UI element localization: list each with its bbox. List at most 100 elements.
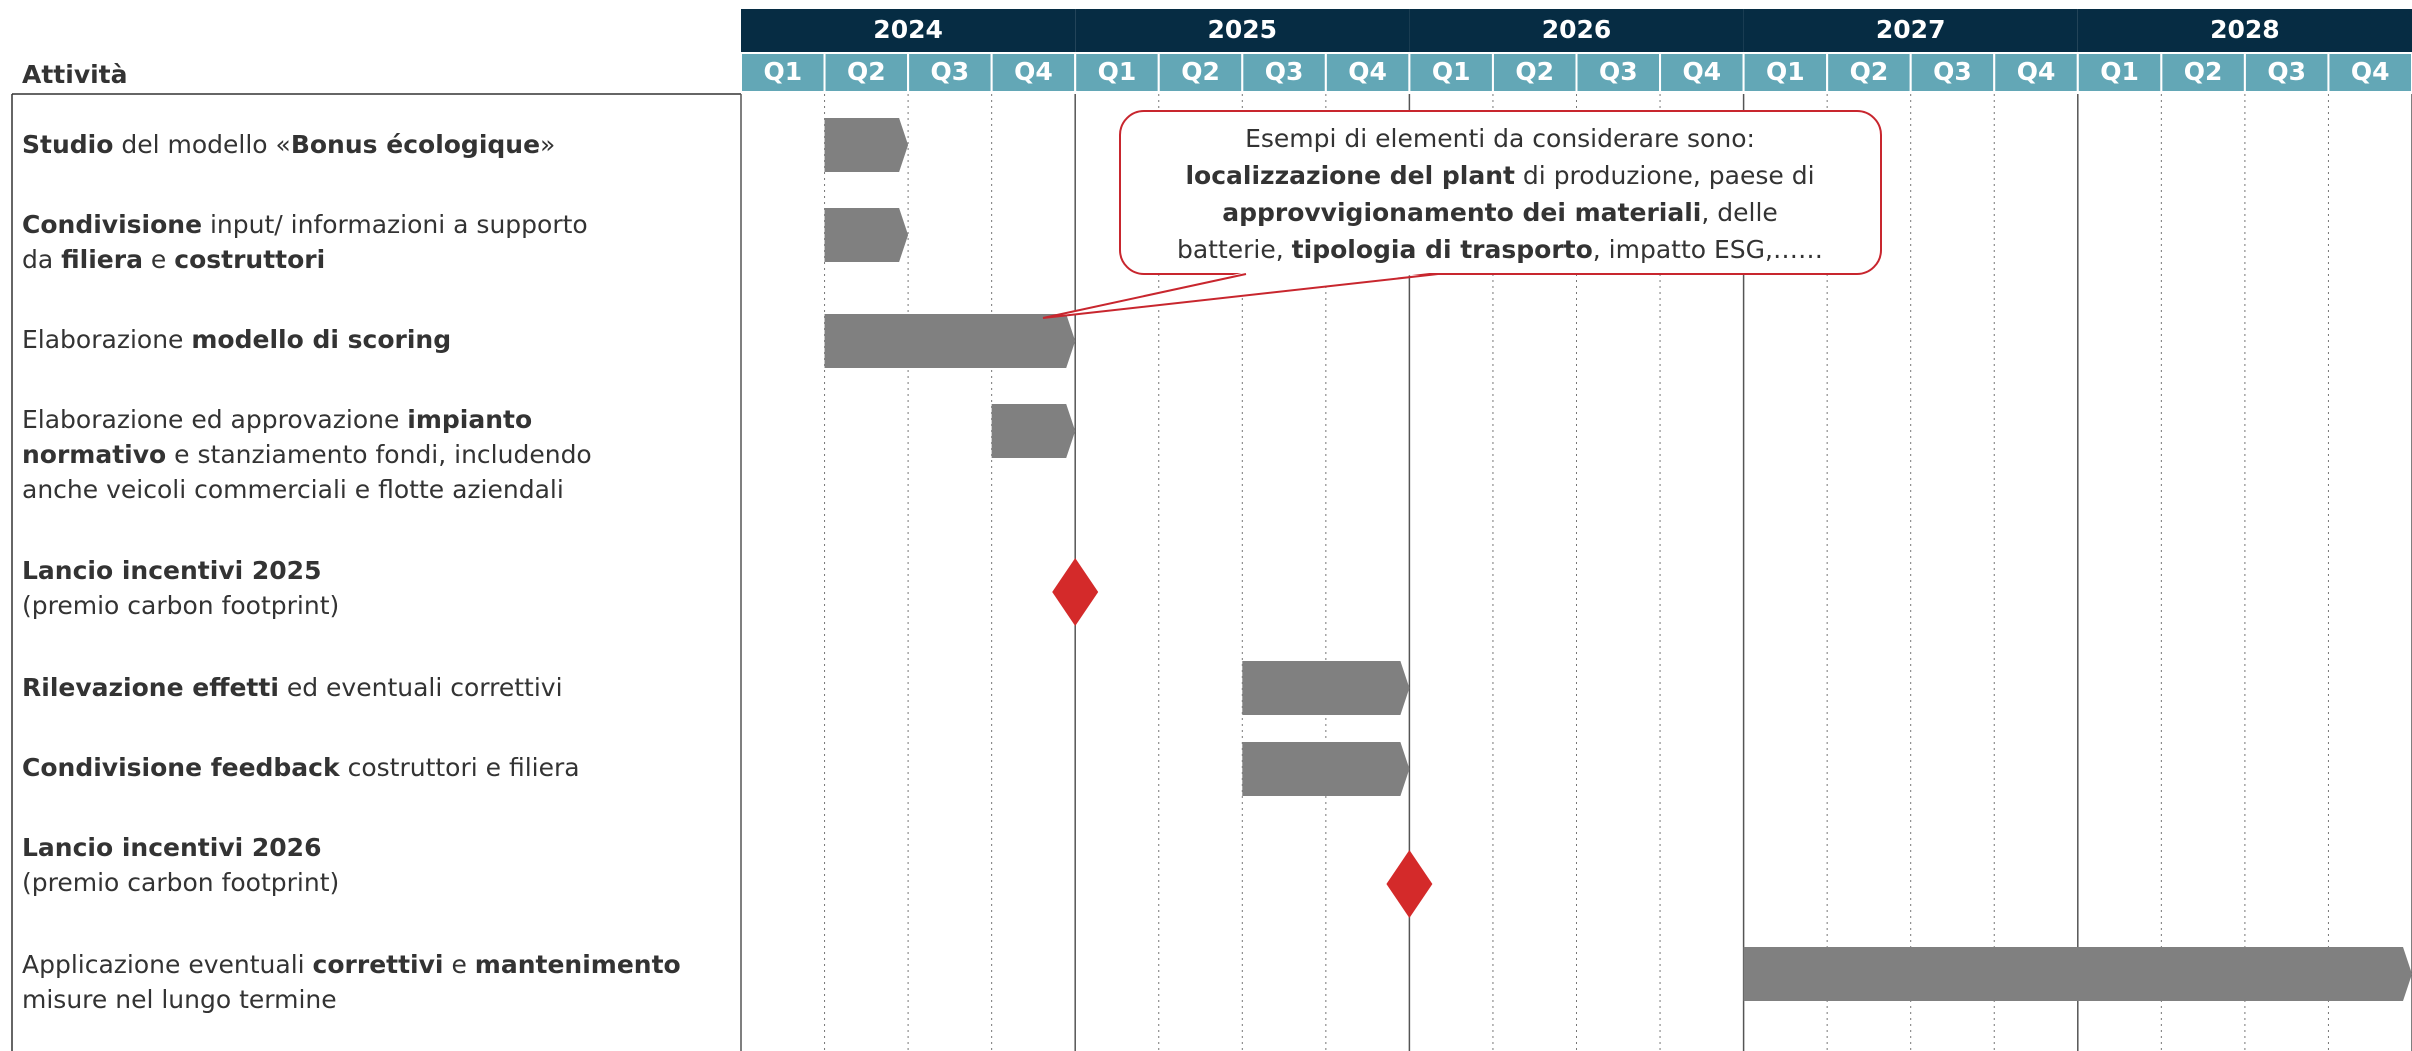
activity-header: Attività (22, 60, 128, 89)
task-bar (824, 314, 1076, 368)
task-label-segment: filiera (61, 245, 143, 274)
quarter-label: Q2 (847, 57, 886, 86)
task-label: misure nel lungo termine (22, 985, 337, 1014)
quarter-cell (1408, 52, 1494, 93)
callout-box (1119, 110, 1882, 275)
task-label-segment: Condivisione feedback (22, 753, 341, 782)
callout-text-segment: , delle (1701, 198, 1777, 227)
task-bar (824, 118, 909, 172)
task-bar (1242, 661, 1410, 715)
task-label-segment: Studio (22, 130, 113, 159)
task-label: Condivisione feedback costruttori e fili… (22, 753, 580, 782)
task-label-segment: (premio carbon footprint) (22, 868, 339, 897)
year-cell (2077, 9, 2412, 52)
quarter-label: Q2 (1181, 57, 1220, 86)
quarter-label: Q1 (763, 57, 802, 86)
year-cell (1409, 9, 1744, 52)
task-label: normativo e stanziamento fondi, includen… (22, 440, 592, 469)
quarter-cell (2160, 52, 2246, 93)
quarter-cell (2243, 52, 2330, 93)
task-label: (premio carbon footprint) (22, 868, 339, 897)
quarter-label: Q4 (2351, 57, 2390, 86)
task-label-segment: e (143, 245, 174, 274)
quarter-label: Q3 (931, 57, 970, 86)
task-label: Lancio incentivi 2025 (22, 556, 321, 585)
task-label-segment: input/ informazioni a supporto (202, 210, 588, 239)
quarter-cell (1241, 52, 1327, 93)
task-bar (991, 404, 1076, 458)
callout-text-segment: batterie, (1177, 235, 1292, 264)
task-label: Elaborazione ed approvazione impianto (22, 405, 532, 434)
callout-text-segment: tipologia di trasporto (1292, 235, 1593, 264)
task-label-segment: modello di scoring (191, 325, 451, 354)
task-label-segment: correttivi (313, 950, 444, 979)
year-label: 2027 (1876, 15, 1946, 44)
task-label-segment: Lancio incentivi 2026 (22, 833, 321, 862)
task-bar (1242, 742, 1410, 796)
quarter-cell (1491, 52, 1578, 93)
task-label: Elaborazione modello di scoring (22, 325, 451, 354)
quarter-label: Q3 (2267, 57, 2306, 86)
task-bar (1743, 947, 2412, 1001)
quarter-label: Q1 (1098, 57, 1137, 86)
quarter-label: Q3 (1933, 57, 1972, 86)
task-label: (premio carbon footprint) (22, 591, 339, 620)
task-label-segment: mantenimento (475, 950, 681, 979)
callout-text-segment: , impatto ESG,…… (1593, 235, 1823, 264)
task-label-segment: Elaborazione ed approvazione (22, 405, 407, 434)
task-label-segment: ed eventuali correttivi (279, 673, 563, 702)
task-label: Applicazione eventuali correttivi e mant… (22, 950, 681, 979)
task-label-segment: impianto (407, 405, 532, 434)
quarter-cell (907, 52, 993, 93)
quarter-label: Q2 (2184, 57, 2223, 86)
quarter-label: Q2 (1515, 57, 1554, 86)
quarter-label: Q4 (1014, 57, 1053, 86)
task-label: Rilevazione effetti ed eventuali corrett… (22, 673, 563, 702)
year-cell (1075, 9, 1410, 52)
quarter-label: Q3 (1599, 57, 1638, 86)
quarter-label: Q1 (2100, 57, 2139, 86)
task-label-segment: e stanziamento fondi, includendo (166, 440, 592, 469)
quarter-cell (1324, 52, 1411, 93)
task-label-segment: Rilevazione effetti (22, 673, 279, 702)
task-bar (824, 208, 909, 262)
task-label-segment: Elaborazione (22, 325, 191, 354)
task-label-segment: costruttori e filiera (340, 753, 580, 782)
quarter-label: Q1 (1432, 57, 1471, 86)
quarter-label: Q2 (1850, 57, 1889, 86)
year-label: 2024 (873, 15, 943, 44)
task-label-segment: anche veicoli commerciali e flotte azien… (22, 475, 564, 504)
year-label: 2026 (1542, 15, 1612, 44)
quarter-label: Q4 (1348, 57, 1387, 86)
callout-text-segment: approvvigionamento dei materiali (1222, 198, 1701, 227)
year-label: 2028 (2210, 15, 2280, 44)
task-label-segment: da (22, 245, 61, 274)
quarter-label: Q3 (1265, 57, 1304, 86)
quarter-label: Q1 (1766, 57, 1805, 86)
task-label-segment: Lancio incentivi 2025 (22, 556, 321, 585)
quarter-cell (1909, 52, 1996, 93)
task-label-segment: normativo (22, 440, 166, 469)
quarter-label: Q4 (2017, 57, 2056, 86)
callout-pointer (1042, 273, 1439, 319)
quarter-label: Q4 (1682, 57, 1721, 86)
task-label: Condivisione input/ informazioni a suppo… (22, 210, 588, 239)
task-label: Studio del modello «Bonus écologique» (22, 130, 555, 159)
task-label: Lancio incentivi 2026 (22, 833, 321, 862)
task-label-segment: Condivisione (22, 210, 202, 239)
task-label-segment: Bonus écologique (291, 130, 540, 159)
milestone (1386, 850, 1433, 918)
task-label-segment: e (444, 950, 475, 979)
task-label-segment: Applicazione eventuali (22, 950, 313, 979)
task-label: anche veicoli commerciali e flotte azien… (22, 475, 564, 504)
callout-text-segment: di produzione, paese di (1515, 161, 1815, 190)
task-label-segment: » (540, 130, 555, 159)
callout-text: batterie, tipologia di trasporto, impatt… (1177, 235, 1823, 264)
callout-text: localizzazione del plant di produzione, … (1185, 161, 1814, 190)
quarter-cell (740, 52, 826, 93)
task-label-segment: misure nel lungo termine (22, 985, 337, 1014)
year-label: 2025 (1208, 15, 1278, 44)
task-label-segment: (premio carbon footprint) (22, 591, 339, 620)
milestone (1052, 558, 1099, 626)
callout-text: Esempi di elementi da considerare sono: (1245, 124, 1755, 153)
